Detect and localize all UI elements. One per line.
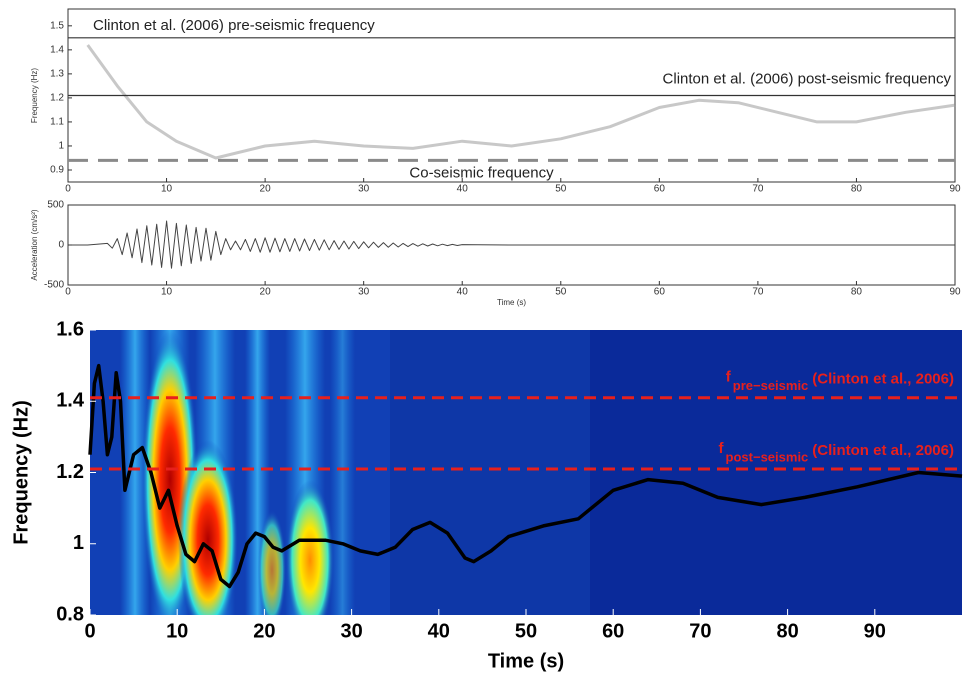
reference-symbol: f [719,440,725,457]
x-tick-label: 20 [260,184,272,195]
x-tick-label: 10 [166,620,188,642]
x-tick-label: 80 [851,287,863,298]
y-tick-label: 1.5 [50,20,64,31]
x-tick-label: 30 [358,184,370,195]
y-tick-label: 1.4 [50,44,64,55]
y-tick-label: 1.4 [56,390,85,412]
data-line [86,44,956,160]
x-tick-label: 0 [84,620,95,642]
x-tick-label: 60 [602,620,624,642]
reference-subscript: post−seismic [726,449,809,464]
reference-label: Clinton et al. (2006) post-seismic frequ… [663,70,952,87]
x-tick-label: 10 [161,287,173,298]
x-axis-label: Time (s) [497,298,526,307]
y-tick-label: 500 [47,200,64,211]
x-tick-label: 40 [457,287,469,298]
reference-label: Co-seismic frequency [409,164,554,181]
y-tick-label: 0.9 [50,165,64,176]
x-axis-label: Time (s) [488,650,564,672]
x-tick-label: 90 [864,620,886,642]
x-tick-label: 70 [689,620,711,642]
y-axis-label: Acceleration (cm/s²) [30,209,39,280]
reference-subscript: pre−seismic [733,378,809,393]
x-tick-label: 80 [851,184,863,195]
x-tick-label: 70 [752,287,764,298]
x-tick-label: 20 [253,620,275,642]
x-tick-label: 50 [515,620,537,642]
x-tick-label: 60 [654,287,666,298]
y-tick-label: 0 [58,240,64,251]
y-tick-label: 1 [58,141,64,152]
y-tick-label: 1.6 [56,318,84,340]
x-tick-label: 20 [260,287,272,298]
reference-label: (Clinton et al., 2006) [812,371,954,388]
x-tick-label: 10 [161,184,173,195]
x-tick-label: 90 [949,184,961,195]
y-axis-label: Frequency (Hz) [10,400,32,544]
x-tick-label: 30 [358,287,370,298]
data-line [88,363,963,589]
reference-label: (Clinton et al., 2006) [812,442,954,459]
y-tick-label: 1.3 [50,69,64,80]
y-tick-label: 1.2 [50,93,64,104]
x-tick-label: 60 [654,184,666,195]
x-tick-label: 40 [428,620,450,642]
x-tick-label: 50 [555,184,567,195]
x-tick-label: 30 [340,620,362,642]
reference-label: Clinton et al. (2006) pre-seismic freque… [93,17,375,34]
x-tick-label: 0 [65,184,71,195]
y-axis-label: Frequency (Hz) [30,68,39,123]
y-tick-label: 1.2 [56,461,84,483]
x-tick-label: 40 [457,184,469,195]
y-tick-label: 1.1 [50,117,64,128]
x-tick-label: 90 [949,287,961,298]
x-tick-label: 70 [752,184,764,195]
y-tick-label: 0.8 [56,603,84,625]
reference-symbol: f [726,369,732,386]
y-tick-label: -500 [44,280,64,291]
x-tick-label: 50 [555,287,567,298]
x-tick-label: 0 [65,287,71,298]
x-tick-label: 80 [776,620,798,642]
data-line [68,220,955,269]
heatmap-background [90,330,962,615]
y-tick-label: 1 [73,532,84,554]
